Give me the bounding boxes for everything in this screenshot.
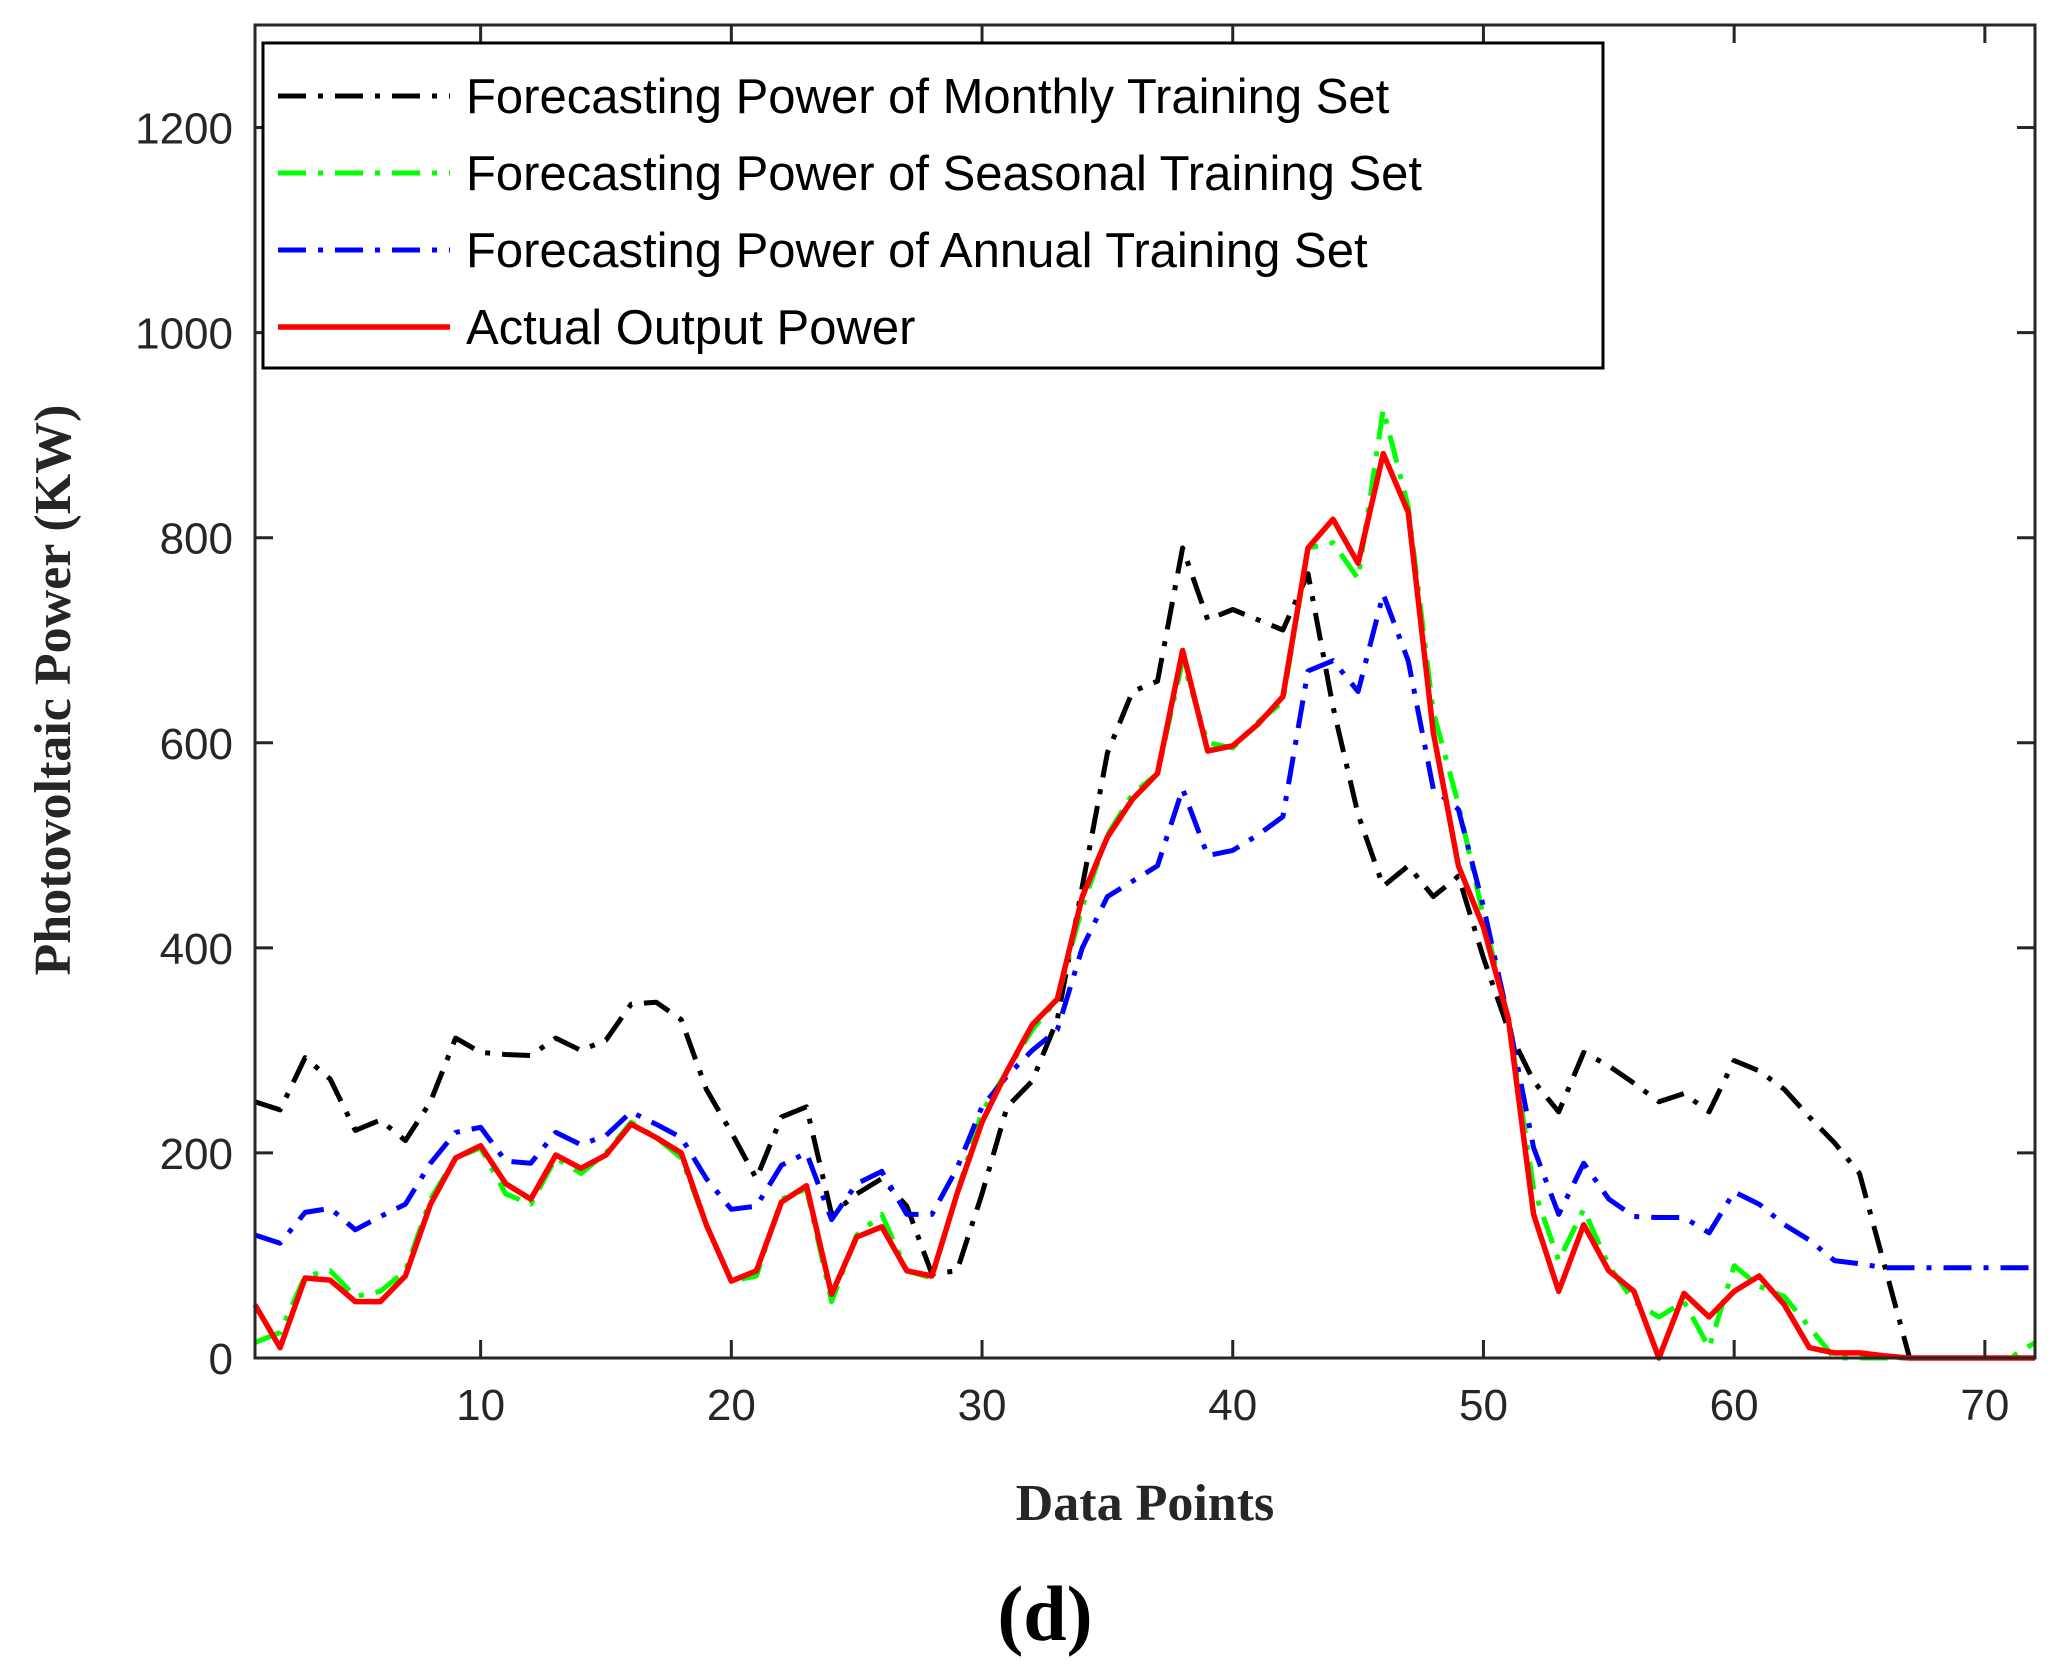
- y-axis-label: Photovoltaic Power (KW): [25, 405, 82, 976]
- y-tick-label: 200: [160, 1130, 233, 1179]
- y-tick-label: 800: [160, 515, 233, 564]
- x-tick-label: 30: [958, 1381, 1007, 1430]
- series-line-actual-output-power: [252, 450, 2035, 1361]
- y-tick-label: 600: [160, 720, 233, 769]
- legend-label-forecasting-power-of-annual-training-set: Forecasting Power of Annual Training Set: [466, 224, 1368, 278]
- y-tick-label: 1200: [135, 105, 233, 154]
- y-tick-label: 400: [160, 925, 233, 974]
- x-tick-label: 40: [1208, 1381, 1257, 1430]
- x-tick-label: 10: [456, 1381, 505, 1430]
- series-layer: [252, 407, 2037, 1361]
- x-tick-label: 50: [1459, 1381, 1508, 1430]
- y-tick-label: 0: [209, 1335, 233, 1384]
- figure-caption: (d): [997, 1570, 1092, 1657]
- legend-label-actual-output-power: Actual Output Power: [466, 301, 915, 355]
- series-line-forecasting-power-of-monthly-training-set: [254, 545, 2035, 1361]
- x-axis-label: Data Points: [1016, 1475, 1275, 1532]
- x-tick-label: 70: [1960, 1381, 2009, 1430]
- y-tick-label: 1000: [135, 310, 233, 359]
- x-tick-label: 20: [707, 1381, 756, 1430]
- legend-label-forecasting-power-of-monthly-training-set: Forecasting Power of Monthly Training Se…: [466, 70, 1390, 124]
- legend: Forecasting Power of Monthly Training Se…: [261, 41, 1605, 370]
- series-line-forecasting-power-of-annual-training-set: [254, 591, 2035, 1271]
- x-tick-label: 60: [1710, 1381, 1759, 1430]
- tick-layer: 10 20 30 40 50 60 70 0 200 400 600 800 1000 1200: [135, 25, 2035, 1430]
- plot-frame: [253, 23, 2037, 1360]
- legend-box: [261, 41, 1605, 370]
- legend-label-forecasting-power-of-seasonal-training-set: Forecasting Power of Seasonal Training S…: [466, 147, 1422, 201]
